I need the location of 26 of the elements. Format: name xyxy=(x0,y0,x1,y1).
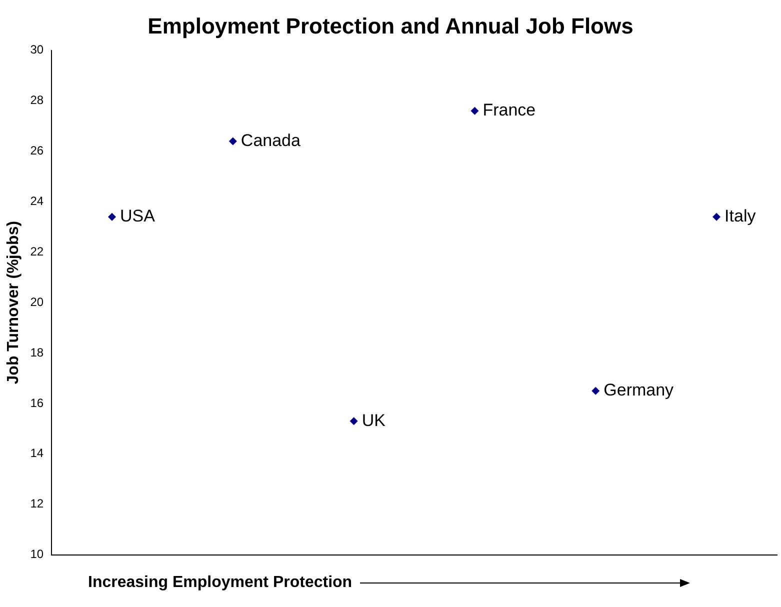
y-tick-label: 10 xyxy=(30,547,44,562)
chart-title: Employment Protection and Annual Job Flows xyxy=(148,13,634,38)
y-tick-label: 12 xyxy=(30,496,44,511)
y-tick-label: 16 xyxy=(30,396,44,410)
point xyxy=(228,137,237,146)
point xyxy=(108,212,116,221)
point xyxy=(350,417,358,426)
y-tick-label: 14 xyxy=(30,446,44,460)
x-tick-label: USA xyxy=(120,206,156,226)
y-tick-label: 30 xyxy=(30,42,44,57)
x-tick-label: Germany xyxy=(604,380,674,400)
x-tick-label: Canada xyxy=(240,130,302,150)
point xyxy=(712,212,721,221)
x-tick-label: UK xyxy=(362,410,386,430)
y-tick-label: 24 xyxy=(30,194,44,208)
y-axis-title: Job Turnover (%jobs) xyxy=(5,220,22,384)
y-tick-label: 28 xyxy=(30,93,44,108)
point xyxy=(470,106,479,115)
x-tick-label: Italy xyxy=(724,206,756,226)
x-axis-title: Increasing Employment Protection xyxy=(88,574,352,592)
y-tick-label: 26 xyxy=(30,144,44,158)
y-tick-label: 22 xyxy=(30,244,44,258)
y-tick-label: 20 xyxy=(30,294,44,309)
point xyxy=(592,386,600,395)
y-tick-label: 18 xyxy=(30,345,44,360)
x-tick-label: France xyxy=(482,100,536,120)
